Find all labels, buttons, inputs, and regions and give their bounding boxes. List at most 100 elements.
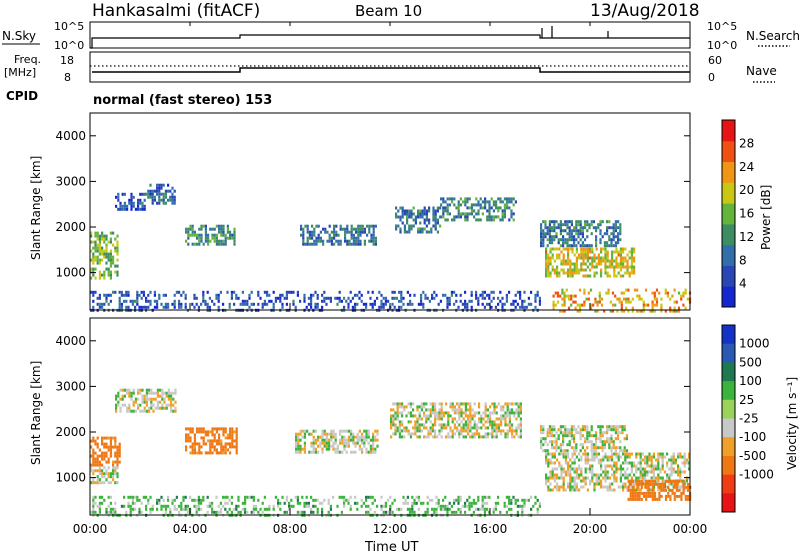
velocity-echo-cell: [94, 510, 97, 514]
velocity-echo-cell: [570, 425, 573, 429]
velocity-echo-cell: [601, 446, 604, 450]
velocity-echo-cell: [426, 507, 429, 511]
power-echo-cell: [492, 218, 495, 222]
power-echo-cell: [567, 256, 570, 260]
velocity-echo-cell: [648, 452, 651, 456]
power-echo-cell: [577, 241, 580, 245]
power-echo-cell: [241, 290, 244, 294]
power-echo-cell: [575, 232, 578, 236]
power-echo-cell: [488, 200, 491, 204]
velocity-echo-cell: [648, 470, 651, 474]
velocity-echo-cell: [630, 476, 633, 480]
velocity-echo-cell: [469, 405, 472, 409]
power-echo-cell: [322, 227, 325, 231]
power-echo-cell: [562, 223, 565, 227]
velocity-echo-cell: [519, 432, 522, 436]
velocity-echo-cell: [101, 469, 104, 473]
velocity-echo-cell: [94, 439, 97, 443]
velocity-echo-cell: [608, 485, 611, 489]
velocity-echo-cell: [604, 473, 607, 477]
velocity-echo-cell: [670, 458, 673, 462]
power-echo-cell: [666, 291, 670, 295]
power-echo-cell: [606, 250, 609, 254]
power-echo-cell: [92, 261, 95, 265]
velocity-echo-cell: [666, 473, 669, 477]
power-echo-cell: [103, 237, 106, 241]
power-echo-cell: [586, 265, 589, 269]
velocity-echo-cell: [447, 432, 450, 436]
velocity-echo-cell: [467, 417, 470, 421]
power-echo-cell: [326, 239, 329, 243]
velocity-echo-cell: [365, 438, 368, 442]
power-echo-cell: [525, 305, 528, 309]
power-echo-cell: [530, 302, 533, 306]
velocity-echo-cell: [471, 414, 474, 418]
velocity-echo-cell: [473, 402, 476, 406]
velocity-echo-cell: [564, 452, 567, 456]
velocity-echo-cell: [553, 428, 556, 432]
velocity-echo-cell: [679, 473, 682, 477]
power-echo-cell: [330, 242, 333, 246]
velocity-echo-cell: [139, 391, 142, 395]
velocity-echo-cell: [556, 473, 559, 477]
power-echo-cell: [552, 306, 555, 310]
power-echo-cell: [428, 221, 431, 225]
power-echo-cell: [410, 209, 413, 213]
power-echo-cell: [432, 209, 435, 213]
velocity-echo-cell: [268, 507, 271, 511]
velocity-echo-cell: [442, 423, 445, 427]
velocity-echo-cell: [182, 507, 185, 511]
power-echo-cell: [682, 303, 685, 307]
power-echo-cell: [145, 305, 148, 309]
velocity-echo-cell: [669, 494, 672, 498]
velocity-echo-cell: [636, 485, 639, 489]
power-echo-cell: [171, 302, 174, 306]
velocity-echo-cell: [200, 501, 203, 505]
power-echo-cell: [508, 290, 511, 294]
velocity-echo-cell: [165, 406, 168, 410]
velocity-echo-cell: [141, 394, 144, 398]
velocity-echo-cell: [475, 507, 478, 511]
power-echo-cell: [457, 209, 460, 213]
power-echo-cell: [98, 246, 101, 250]
velocity-echo-cell: [396, 402, 399, 406]
power-echo-cell: [575, 247, 578, 251]
velocity-echo-cell: [255, 504, 258, 508]
power-echo-cell: [239, 302, 242, 306]
power-echo-cell: [281, 302, 284, 306]
velocity-echo-cell: [651, 494, 654, 498]
power-echo-cell: [435, 293, 438, 297]
velocity-echo-cell: [580, 470, 583, 474]
velocity-echo-cell: [495, 417, 498, 421]
power-echo-cell: [575, 262, 578, 266]
velocity-echo-cell: [480, 426, 483, 430]
velocity-echo-cell: [559, 449, 562, 453]
power-echo-cell: [451, 218, 454, 222]
velocity-echo-cell: [562, 482, 565, 486]
velocity-echo-cell: [623, 428, 626, 432]
power-echo-cell: [552, 303, 555, 307]
velocity-echo-cell: [628, 461, 631, 465]
power-echo-cell: [542, 235, 545, 239]
velocity-echo-cell: [413, 501, 416, 505]
power-echo-cell: [604, 250, 607, 254]
velocity-ylabel: Slant Range [km]: [29, 361, 43, 465]
power-echoes: [90, 183, 692, 313]
power-echo-cell: [442, 212, 445, 216]
velocity-echo-cell: [484, 420, 487, 424]
power-echo-cell: [123, 207, 126, 211]
velocity-echo-cell: [427, 429, 430, 433]
power-echo-cell: [338, 299, 341, 303]
velocity-echo-cell: [673, 485, 676, 489]
power-echo-cell: [578, 256, 581, 260]
velocity-echo-cell: [228, 498, 231, 502]
velocity-echo-cell: [114, 466, 117, 470]
velocity-echo-cell: [679, 467, 682, 471]
velocity-echo-cell: [557, 437, 560, 441]
power-echo-cell: [568, 238, 571, 242]
power-echo-cell: [584, 256, 587, 260]
velocity-echo-cell: [597, 437, 600, 441]
velocity-echo-cell: [551, 425, 554, 429]
power-echo-cell: [549, 256, 552, 260]
power-echo-cell: [184, 293, 187, 297]
